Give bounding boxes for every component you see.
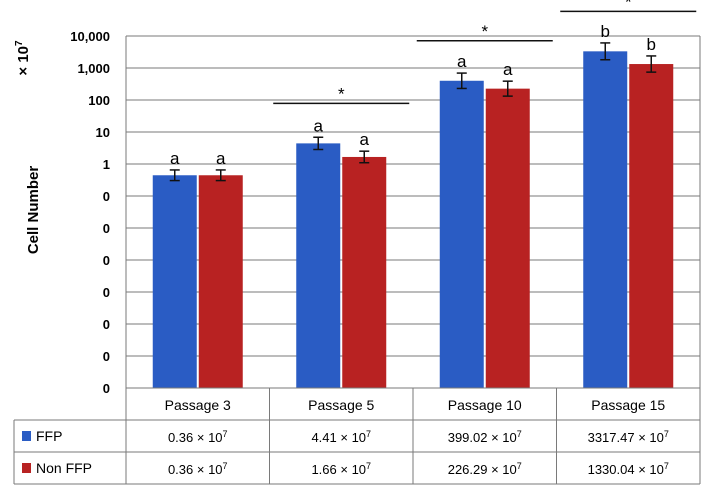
cell-value: 399.02 × 10 bbox=[448, 430, 517, 445]
table-cell: 4.41 × 107 bbox=[311, 429, 371, 445]
legend-swatch bbox=[22, 431, 31, 441]
y-tick-label: 0 bbox=[103, 285, 110, 300]
category-label: Passage 10 bbox=[448, 397, 522, 413]
y-tick-label: 1,000 bbox=[77, 61, 110, 76]
cell-value: 1.66 × 10 bbox=[311, 462, 366, 477]
bars bbox=[152, 42, 674, 389]
category-label: Passage 15 bbox=[591, 397, 665, 413]
significance-letter: a bbox=[360, 130, 370, 149]
legend-label: FFP bbox=[36, 428, 62, 444]
y-tick-label: 0 bbox=[103, 189, 110, 204]
y-tick-label: 0 bbox=[103, 317, 110, 332]
significance-letter: b bbox=[601, 22, 610, 41]
significance-star: * bbox=[481, 22, 488, 41]
significance-letter: a bbox=[314, 116, 324, 135]
y-tick-label: 10 bbox=[96, 125, 110, 140]
bar bbox=[198, 175, 243, 388]
table-cell: 0.36 × 107 bbox=[168, 461, 228, 477]
significance-star: * bbox=[625, 0, 632, 11]
cell-value: 4.41 × 10 bbox=[311, 430, 366, 445]
y-tick-label: 0 bbox=[103, 253, 110, 268]
cell-exponent: 7 bbox=[664, 461, 669, 471]
significance-letter: a bbox=[216, 149, 226, 168]
cell-value: 3317.47 × 10 bbox=[588, 430, 664, 445]
y-unit-exponent: 7 bbox=[14, 40, 25, 46]
y-tick-label: 0 bbox=[103, 381, 110, 396]
table-cell: 226.29 × 107 bbox=[448, 461, 522, 477]
y-unit-base: × 10 bbox=[15, 46, 32, 76]
cell-exponent: 7 bbox=[366, 461, 371, 471]
category-label: Passage 5 bbox=[308, 397, 374, 413]
legend-swatch bbox=[22, 463, 31, 473]
cell-value: 0.36 × 10 bbox=[168, 430, 223, 445]
bar bbox=[296, 143, 341, 388]
y-tick-label: 10,000 bbox=[70, 29, 110, 44]
bar bbox=[485, 88, 530, 389]
cell-exponent: 7 bbox=[366, 429, 371, 439]
y-tick-label: 100 bbox=[88, 93, 110, 108]
table-cell: 0.36 × 107 bbox=[168, 429, 228, 445]
cell-value: 1330.04 × 10 bbox=[588, 462, 664, 477]
significance-star: * bbox=[338, 84, 345, 103]
cell-exponent: 7 bbox=[517, 461, 522, 471]
significance-letter: b bbox=[647, 35, 656, 54]
cell-exponent: 7 bbox=[664, 429, 669, 439]
significance-letter: a bbox=[503, 60, 513, 79]
table-cell: 1.66 × 107 bbox=[311, 461, 371, 477]
data-table: Passage 3 Passage 5 Passage 10 Passage 15 FF… bbox=[13, 387, 701, 485]
bar bbox=[629, 64, 674, 389]
table-cell: 399.02 × 107 bbox=[448, 429, 522, 445]
cell-exponent: 7 bbox=[223, 429, 228, 439]
table-cell: 3317.47 × 107 bbox=[588, 429, 669, 445]
y-unit-label: × 107 bbox=[14, 40, 32, 76]
legend-label: Non FFP bbox=[36, 460, 92, 476]
table-cell: 1330.04 × 107 bbox=[588, 461, 669, 477]
significance-letter: a bbox=[457, 52, 467, 71]
y-tick-label: 1 bbox=[103, 157, 110, 172]
significance-letter: a bbox=[170, 149, 180, 168]
y-axis-label: Cell Number bbox=[25, 166, 42, 255]
bar bbox=[152, 175, 197, 388]
bar bbox=[439, 80, 484, 388]
cell-exponent: 7 bbox=[517, 429, 522, 439]
bar bbox=[342, 156, 387, 388]
y-tick-label: 0 bbox=[103, 349, 110, 364]
significance-markers: a a a a * a a * b b * bbox=[170, 0, 697, 168]
y-tick-label: 0 bbox=[103, 221, 110, 236]
cell-value: 226.29 × 10 bbox=[448, 462, 517, 477]
cell-value: 0.36 × 10 bbox=[168, 462, 223, 477]
bar bbox=[583, 51, 628, 389]
category-label: Passage 3 bbox=[165, 397, 231, 413]
cell-exponent: 7 bbox=[223, 461, 228, 471]
